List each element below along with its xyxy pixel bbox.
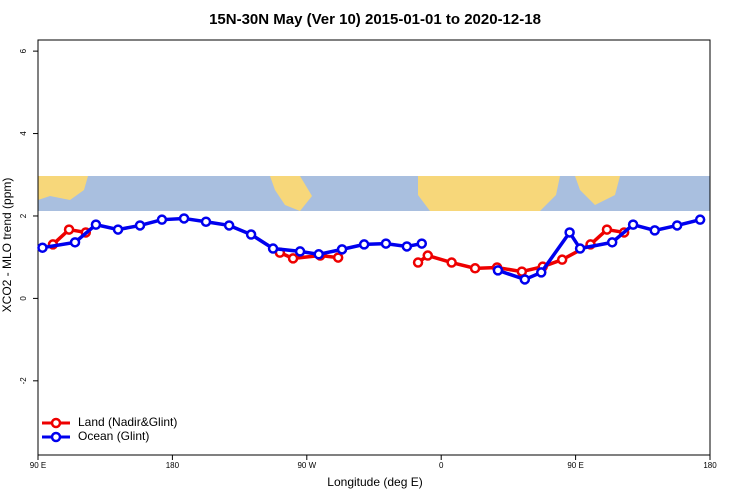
- point: [627, 219, 639, 230]
- point: [536, 267, 547, 278]
- chart-title: 15N-30N May (Ver 10) 2015-01-01 to 2020-…: [209, 11, 541, 28]
- x-tick-label: 90 W: [297, 461, 316, 470]
- point: [69, 237, 81, 248]
- point: [294, 246, 306, 257]
- point: [200, 216, 212, 227]
- legend-label: Land (Nadir&Glint): [78, 415, 177, 429]
- legend-marker: [50, 417, 62, 429]
- y-tick-label: 6: [19, 48, 28, 53]
- point: [313, 249, 324, 260]
- legend-marker: [50, 431, 62, 443]
- point: [332, 252, 344, 263]
- point: [267, 243, 279, 254]
- point: [446, 257, 457, 268]
- point: [649, 225, 660, 236]
- point: [63, 224, 75, 235]
- y-axis-label: XCO2 - MLO trend (ppm): [0, 178, 14, 313]
- x-tick-label: 90 E: [567, 461, 583, 470]
- legend-label: Ocean (Glint): [78, 429, 149, 443]
- point: [245, 229, 257, 240]
- y-tick-label: 0: [19, 296, 28, 301]
- point: [671, 220, 683, 231]
- plot-frame: [37, 39, 711, 456]
- point: [287, 253, 299, 264]
- point: [156, 214, 168, 225]
- point: [37, 242, 48, 253]
- point: [178, 213, 190, 224]
- point: [564, 227, 575, 238]
- point: [401, 241, 413, 252]
- y-tick-label: 2: [19, 213, 28, 218]
- x-axis-label: Longitude (deg E): [327, 475, 422, 489]
- x-tick-label: 180: [703, 461, 717, 470]
- x-tick-label: 180: [166, 461, 180, 470]
- y-tick-label: 4: [19, 131, 28, 136]
- point: [416, 238, 428, 249]
- point: [380, 238, 392, 249]
- point: [336, 244, 348, 255]
- point: [134, 220, 146, 231]
- point: [574, 243, 586, 254]
- point: [412, 257, 424, 268]
- point: [469, 263, 481, 274]
- world-map-strip: [38, 176, 710, 211]
- point: [422, 250, 434, 261]
- x-tick-label: 90 E: [30, 461, 46, 470]
- point: [519, 274, 531, 285]
- point: [606, 237, 618, 248]
- y-tick-label: -2: [19, 377, 28, 385]
- point: [556, 254, 568, 265]
- point: [601, 224, 613, 235]
- point: [112, 224, 124, 235]
- point: [358, 239, 370, 250]
- point: [90, 219, 102, 230]
- point: [492, 265, 504, 276]
- point: [223, 220, 235, 231]
- x-tick-label: 0: [439, 461, 444, 470]
- point: [694, 214, 706, 225]
